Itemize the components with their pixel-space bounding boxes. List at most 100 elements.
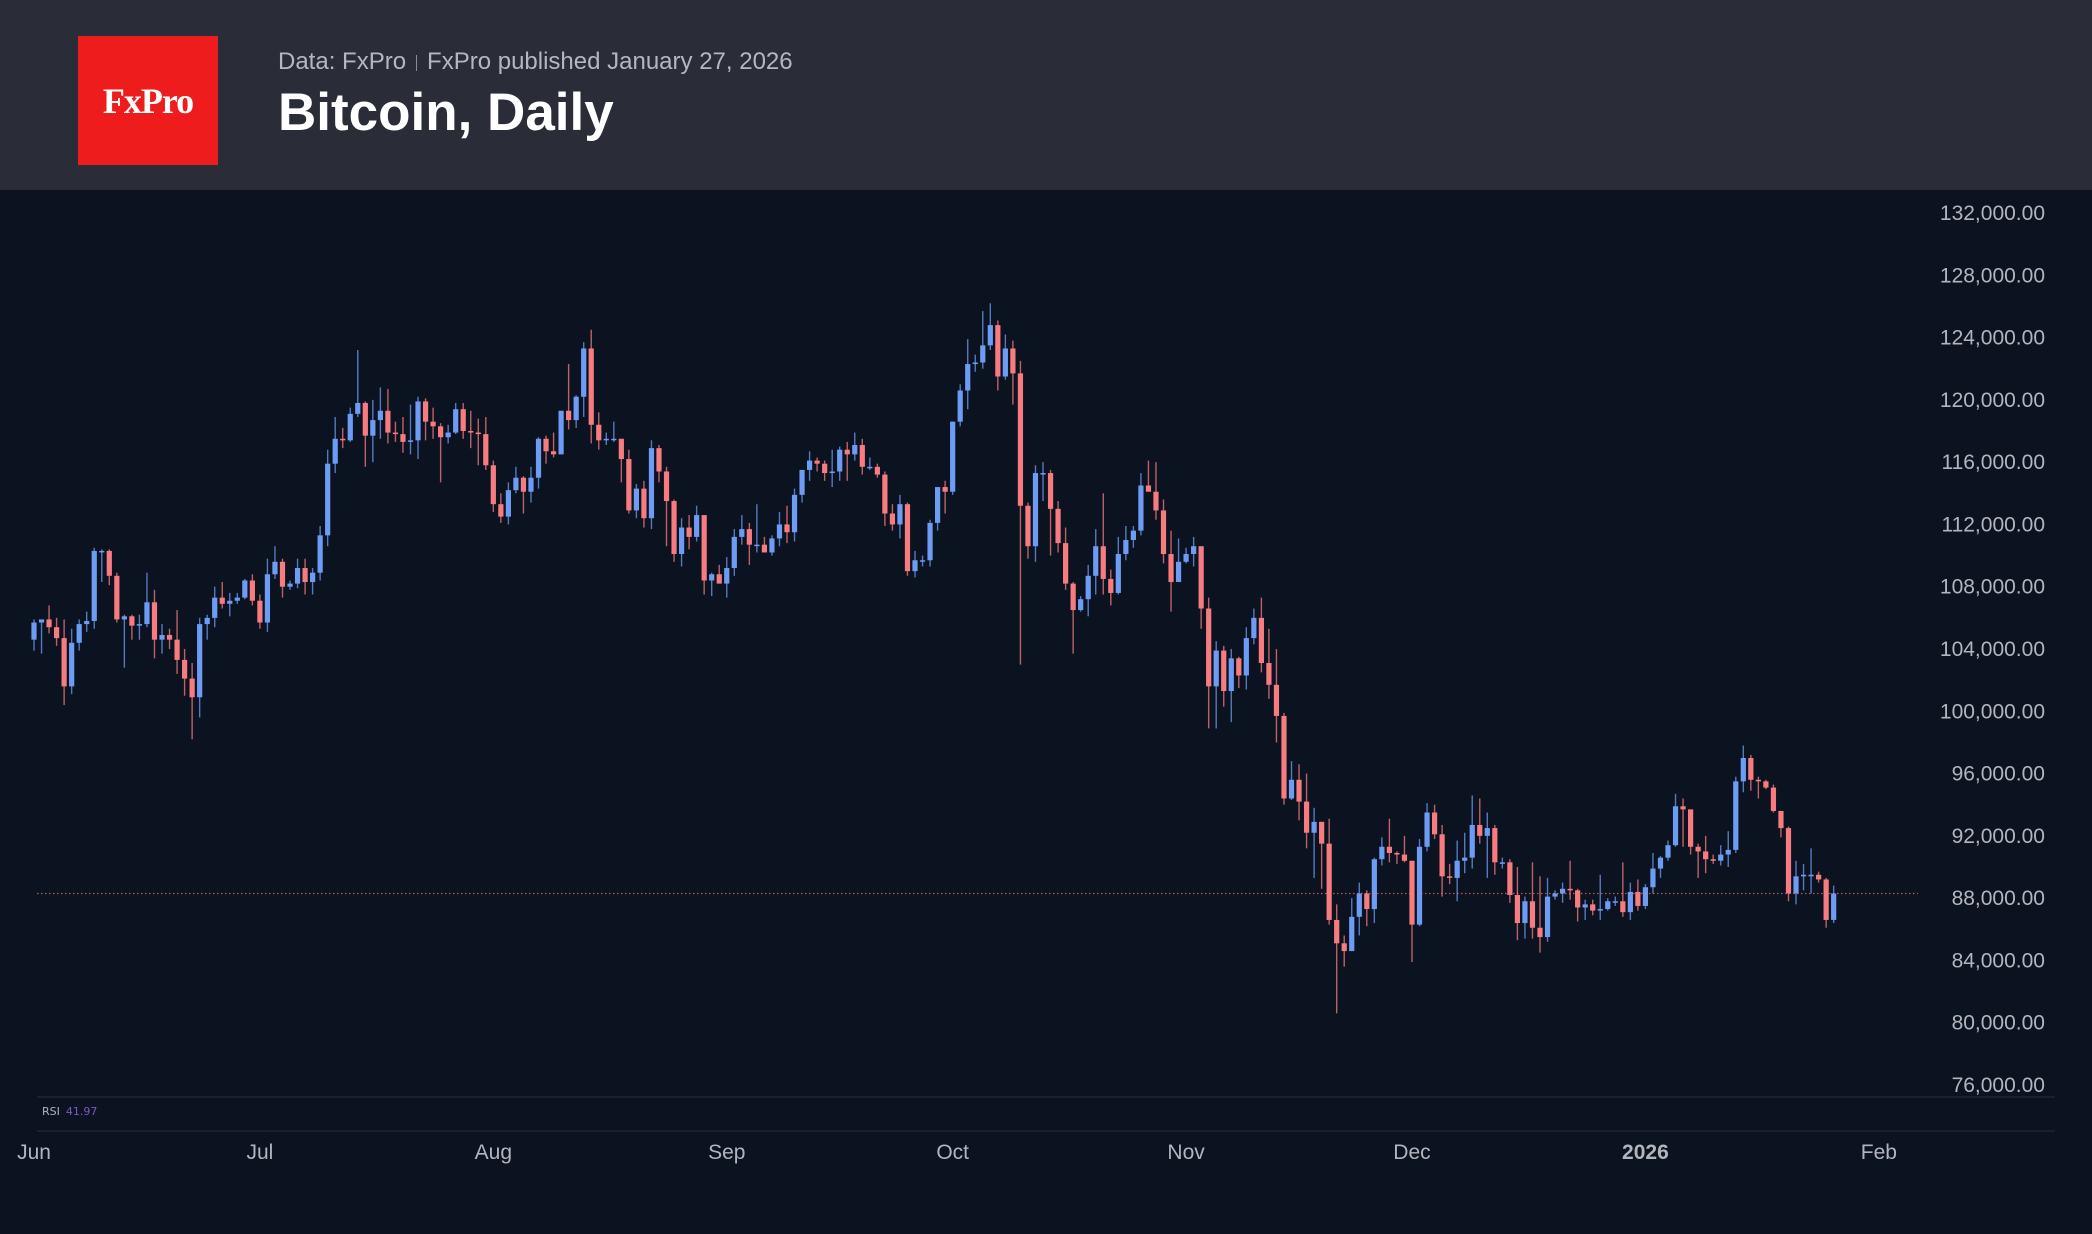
candle-down xyxy=(543,438,549,452)
candle-up xyxy=(407,440,414,442)
candle-down xyxy=(460,409,466,431)
y-tick-label: 104,000.00 xyxy=(1940,638,2045,661)
candle-up xyxy=(264,574,271,623)
candle-down xyxy=(1025,505,1031,547)
candle-down xyxy=(1590,904,1596,911)
candle-down xyxy=(814,460,820,464)
candle-down xyxy=(1514,895,1521,924)
candle-down xyxy=(498,504,504,517)
rsi-indicator-label[interactable]: RSI 41.97 xyxy=(42,1105,98,1118)
candle-up xyxy=(1228,658,1234,692)
candle-up xyxy=(453,409,459,433)
candle-up xyxy=(1424,812,1430,847)
candle-down xyxy=(430,421,436,427)
y-tick-label: 88,000.00 xyxy=(1952,887,2045,910)
candle-up xyxy=(1288,779,1295,799)
candle-up xyxy=(204,617,210,625)
candle-down xyxy=(166,634,173,640)
candle-up xyxy=(144,602,150,625)
candle-up xyxy=(76,624,82,643)
candle-up xyxy=(325,463,331,536)
y-tick-label: 84,000.00 xyxy=(1952,949,2045,972)
candle-up xyxy=(1552,893,1558,897)
candle-up xyxy=(212,597,218,618)
candle-up xyxy=(829,471,835,474)
candle-up xyxy=(1356,893,1362,917)
candle-down xyxy=(1303,801,1310,833)
candle-down xyxy=(279,561,286,587)
y-tick-label: 112,000.00 xyxy=(1941,513,2045,536)
candle-down xyxy=(1221,650,1227,692)
candle-down xyxy=(566,410,572,421)
x-tick-label: Dec xyxy=(1393,1141,1430,1164)
candle-up xyxy=(950,421,956,492)
candle-up xyxy=(355,402,361,414)
candle-up xyxy=(648,448,655,519)
candle-up xyxy=(912,560,918,572)
candle-up xyxy=(1454,860,1460,878)
candle-down xyxy=(1386,846,1392,853)
y-tick-label: 92,000.00 xyxy=(1952,825,2045,848)
candle-up xyxy=(1093,546,1099,576)
y-tick-label: 116,000.00 xyxy=(1941,451,2045,474)
candle-down xyxy=(1055,508,1061,544)
candlestick-chart[interactable]: 132,000.00 128,000.00 124,000.00 120,000.00… xyxy=(0,190,2092,1234)
candle-up xyxy=(1191,546,1197,555)
candle-down xyxy=(716,574,722,584)
candle-up xyxy=(754,544,760,547)
candle-up xyxy=(121,616,127,620)
candle-up xyxy=(558,410,564,455)
candle-up xyxy=(445,432,451,438)
candle-down xyxy=(468,431,474,433)
candle-down xyxy=(1236,658,1242,676)
candle-up xyxy=(724,568,730,584)
candle-up xyxy=(980,345,986,363)
candle-down xyxy=(746,529,752,545)
candle-up xyxy=(370,420,376,436)
candle-up xyxy=(528,477,534,492)
candle-down xyxy=(1695,846,1701,852)
candle-up xyxy=(633,488,639,511)
candle-up xyxy=(603,438,609,441)
candle-down xyxy=(1688,809,1694,847)
candle-up xyxy=(1605,901,1611,910)
candle-down xyxy=(1823,879,1829,920)
candle-up xyxy=(611,438,617,441)
candle-down xyxy=(475,432,481,435)
candle-up xyxy=(99,550,105,553)
candle-down xyxy=(1319,821,1325,844)
candle-down xyxy=(859,445,865,467)
y-tick-label: 132,000.00 xyxy=(1940,202,2045,225)
candle-down xyxy=(1394,852,1400,855)
candle-up xyxy=(1733,781,1739,850)
candle-up xyxy=(1642,887,1649,906)
candle-down xyxy=(1326,843,1332,920)
candle-up xyxy=(1544,896,1551,938)
candle-up xyxy=(1123,540,1129,555)
candle-down xyxy=(1063,543,1069,584)
candle-down xyxy=(490,465,496,505)
candle-down xyxy=(1507,862,1513,896)
candle-up xyxy=(1627,891,1633,913)
candle-up xyxy=(1808,874,1814,877)
candle-down xyxy=(1575,890,1581,908)
candle-down xyxy=(249,580,255,601)
candle-down xyxy=(1703,851,1709,860)
candle-up xyxy=(1672,806,1679,846)
candle-up xyxy=(347,413,353,441)
candle-up xyxy=(965,364,971,391)
candle-down xyxy=(942,487,948,492)
candle-down xyxy=(1567,888,1573,891)
x-tick-label: Sep xyxy=(708,1141,745,1164)
candle-down xyxy=(1281,715,1287,799)
candle-up xyxy=(505,490,511,517)
candle-up xyxy=(1831,893,1837,920)
candle-up xyxy=(1582,904,1588,908)
candle-up xyxy=(84,620,90,625)
candle-up xyxy=(1311,821,1317,833)
candle-down xyxy=(1680,806,1686,810)
candle-down xyxy=(1160,510,1167,555)
candle-up xyxy=(1484,828,1490,836)
candle-up xyxy=(709,574,715,581)
candle-down xyxy=(784,524,790,533)
